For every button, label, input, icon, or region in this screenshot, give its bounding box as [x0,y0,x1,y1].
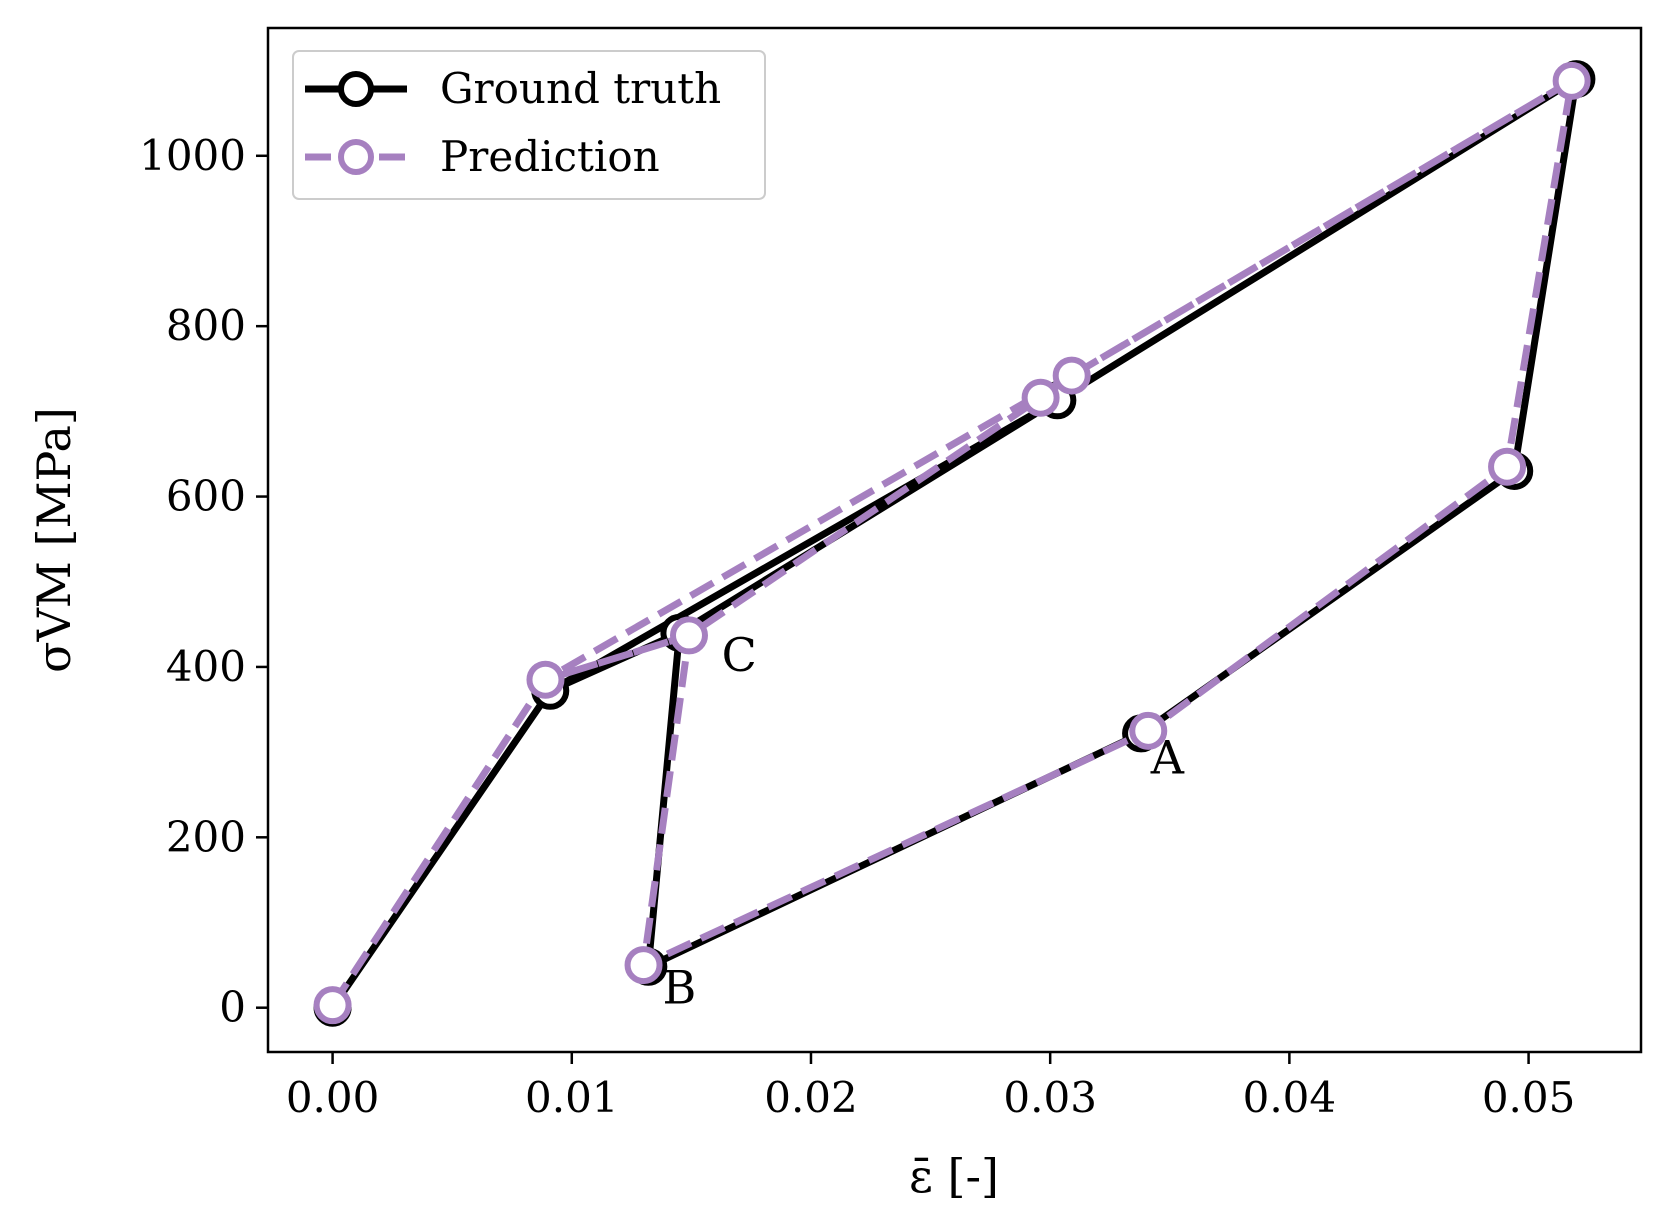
y-tick-label: 0 [219,983,246,1032]
annotation-b: B [663,960,697,1014]
annotation-a: A [1150,730,1185,784]
annotation-layer: A B C [663,628,1185,1014]
legend-marker-prediction [338,139,374,175]
y-tick-label: 400 [166,642,246,691]
x-tick-label: 0.01 [525,1073,619,1122]
legend-label-ground-truth: Ground truth [440,64,721,113]
x-tick-label: 0.05 [1482,1073,1576,1122]
x-axis-label: ε̄ [-] [909,1149,999,1203]
y-tick-label: 800 [166,301,246,350]
annotation-c: C [722,628,757,682]
data-point-prediction [313,986,352,1025]
y-axis: 0 200 400 600 800 1000 [139,131,268,1032]
legend-label-prediction: Prediction [440,132,660,181]
x-tick-label: 0.03 [1003,1073,1097,1122]
data-point-prediction [1129,711,1168,750]
y-tick-label: 600 [166,472,246,521]
x-tick-label: 0.00 [286,1073,380,1122]
legend: Ground truth Prediction [292,50,766,200]
data-point-prediction [1052,356,1091,395]
legend-frame [292,50,766,200]
series-layer [313,60,1596,1027]
data-point-prediction [1488,447,1527,486]
series-prediction [313,61,1591,1025]
y-tick-label: 200 [166,812,246,861]
data-point-prediction [624,946,663,985]
data-point-prediction [669,616,708,655]
x-tick-label: 0.04 [1243,1073,1337,1122]
y-axis-label: σVM [MPa] [27,407,81,673]
data-point-prediction [1021,378,1060,417]
data-point-prediction [1552,61,1591,100]
x-axis: 0.00 0.01 0.02 0.03 0.04 0.05 [286,1052,1576,1122]
x-tick-label: 0.02 [764,1073,858,1122]
y-tick-label: 1000 [139,131,246,180]
legend-marker-ground-truth [338,71,374,107]
data-point-prediction [526,660,565,699]
